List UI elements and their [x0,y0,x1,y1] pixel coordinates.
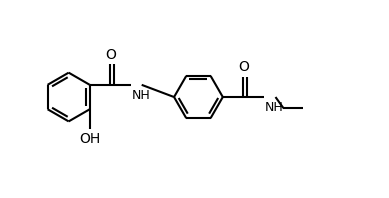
Text: NH: NH [265,101,283,114]
Text: O: O [238,60,249,74]
Text: OH: OH [79,132,100,146]
Text: O: O [105,48,116,62]
Text: NH: NH [131,89,150,102]
